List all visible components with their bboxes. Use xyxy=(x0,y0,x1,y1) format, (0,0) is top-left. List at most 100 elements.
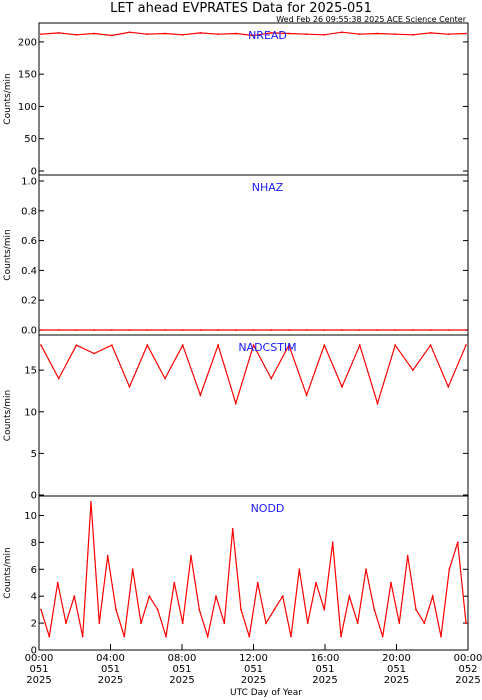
data-point xyxy=(381,635,384,638)
x-tick-day: 051 xyxy=(29,664,48,675)
data-point xyxy=(106,554,109,557)
data-point xyxy=(93,329,96,331)
data-point xyxy=(411,33,414,36)
data-point xyxy=(110,34,113,37)
y-axis-label: Counts/min xyxy=(3,547,13,598)
x-tick-year: 2025 xyxy=(312,675,337,686)
data-point xyxy=(73,595,76,598)
data-point xyxy=(305,329,308,331)
chart-title: LET ahead EVPRATES Data for 2025-051 xyxy=(110,1,372,16)
x-tick-year: 2025 xyxy=(455,675,480,686)
data-point xyxy=(373,608,376,611)
panels-group: 050100150200Counts/minNREAD0.00.20.40.60… xyxy=(3,22,469,657)
x-tick-year: 2025 xyxy=(98,675,123,686)
data-point xyxy=(146,33,149,36)
data-point xyxy=(81,635,84,638)
data-point xyxy=(376,329,379,331)
data-point xyxy=(110,344,113,347)
data-point xyxy=(57,31,60,34)
data-point xyxy=(164,32,166,35)
data-point xyxy=(234,32,237,35)
data-point xyxy=(423,622,426,624)
data-point xyxy=(240,608,242,611)
y-tick-label: 5 xyxy=(31,449,37,460)
data-point xyxy=(128,329,131,331)
data-point xyxy=(56,581,59,584)
data-point xyxy=(215,595,217,598)
data-point xyxy=(234,402,237,405)
data-point xyxy=(331,541,334,544)
y-tick-label: 100 xyxy=(18,102,37,113)
data-point xyxy=(98,622,101,624)
panel-label: NODD xyxy=(251,502,285,515)
panel-frame xyxy=(38,334,469,497)
panel-frame xyxy=(38,174,469,336)
data-point xyxy=(156,608,159,611)
data-point xyxy=(323,329,326,331)
data-point xyxy=(234,329,237,331)
data-point xyxy=(390,581,392,584)
y-tick-label: 0.8 xyxy=(21,206,37,217)
data-point xyxy=(164,377,166,380)
data-point xyxy=(146,329,149,331)
data-point xyxy=(110,329,113,331)
data-point xyxy=(164,329,166,331)
data-point xyxy=(447,329,450,331)
data-point xyxy=(273,608,276,611)
data-point xyxy=(281,595,284,598)
data-point xyxy=(270,31,273,34)
panel-frame xyxy=(38,495,469,651)
y-tick-label: 10 xyxy=(24,407,37,418)
panel-nread: 0 50 100 150 200 Counts/min NREAD xyxy=(3,22,469,178)
data-point xyxy=(341,329,343,331)
data-point xyxy=(465,329,467,331)
data-point xyxy=(199,31,202,34)
x-tick-year: 2025 xyxy=(241,675,266,686)
data-point xyxy=(148,595,151,598)
y-tick-label: 1.0 xyxy=(21,177,37,188)
data-point xyxy=(358,33,361,36)
y-tick-label: 0.2 xyxy=(21,296,37,307)
data-point xyxy=(65,622,67,624)
y-tick-label: 2 xyxy=(31,619,37,630)
data-point xyxy=(40,608,42,611)
data-point xyxy=(140,622,142,624)
data-point xyxy=(358,329,361,331)
data-point xyxy=(447,385,450,388)
data-point xyxy=(348,595,351,598)
data-point xyxy=(181,344,184,347)
x-tick-day: 052 xyxy=(458,664,477,675)
data-point xyxy=(181,329,184,331)
data-point xyxy=(288,32,290,35)
x-tick-day: 051 xyxy=(387,664,406,675)
y-axis-label: Counts/min xyxy=(3,390,13,441)
x-tick-year: 2025 xyxy=(169,675,194,686)
data-point xyxy=(75,33,78,36)
data-point xyxy=(265,622,267,624)
data-point xyxy=(190,554,192,557)
data-point xyxy=(306,622,309,624)
data-point xyxy=(199,394,202,397)
x-tick-year: 2025 xyxy=(26,675,51,686)
data-point xyxy=(356,622,359,624)
data-point xyxy=(305,33,308,36)
data-point xyxy=(131,568,134,571)
data-point xyxy=(40,33,42,36)
data-point xyxy=(93,352,96,355)
data-point xyxy=(431,595,434,598)
data-point xyxy=(376,32,379,35)
data-point xyxy=(128,31,131,34)
y-tick-label: 0.4 xyxy=(21,266,37,277)
data-point xyxy=(415,608,417,611)
data-point xyxy=(411,329,414,331)
data-point xyxy=(440,635,442,638)
panel-nadcstim: 0 5 10 15 Counts/min NADCSTIM xyxy=(3,334,469,502)
data-point xyxy=(465,32,467,35)
data-point xyxy=(181,622,184,624)
x-tick-day: 051 xyxy=(244,664,263,675)
data-point xyxy=(115,608,117,611)
y-tick-label: 8 xyxy=(31,538,37,549)
data-point xyxy=(429,344,432,347)
y-tick-label: 0 xyxy=(31,646,37,657)
x-tick-time: 04:00 xyxy=(96,653,125,664)
